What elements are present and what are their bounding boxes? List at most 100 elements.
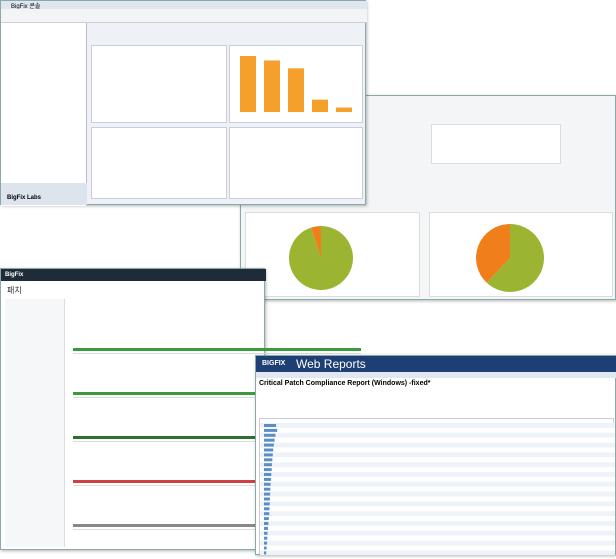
compliance-bar <box>264 448 274 452</box>
compliance-bar <box>264 453 273 457</box>
tree-footer: BigFix Labs <box>7 195 42 201</box>
bar-chart <box>240 56 352 112</box>
row-bg <box>260 423 615 428</box>
row-bg <box>260 437 615 443</box>
pie-panel <box>245 212 420 297</box>
compliance-bar <box>264 536 268 540</box>
compliance-bar <box>264 541 268 545</box>
compliance-bar <box>264 522 269 525</box>
brand: BIGFIX <box>262 360 286 367</box>
row-bg <box>260 550 615 556</box>
pie-slice <box>476 224 510 283</box>
row-bg <box>260 545 615 551</box>
row-bg <box>260 521 615 526</box>
row-bg <box>260 476 615 482</box>
page-title: 패치 <box>7 286 22 295</box>
compliance-bar <box>264 433 276 437</box>
progress-bar <box>73 436 361 439</box>
list-panel <box>91 127 227 199</box>
row-bg <box>260 491 615 497</box>
compliance-bar <box>264 531 268 535</box>
row-bg <box>260 530 615 536</box>
row-bg <box>260 540 615 546</box>
report-table <box>259 418 615 556</box>
compliance-bar <box>264 473 272 476</box>
bar <box>264 60 280 112</box>
compliance-bar <box>264 497 270 501</box>
bar <box>312 99 328 112</box>
row-bg <box>260 432 615 438</box>
compliance-bar <box>264 517 269 521</box>
row-bg <box>260 427 615 433</box>
row-bg <box>260 481 615 487</box>
row-bg <box>260 462 615 468</box>
report-title: Critical Patch Compliance Report (Window… <box>259 380 431 387</box>
compliance-bar <box>264 428 278 432</box>
compliance-bar <box>264 502 270 506</box>
summary-table <box>431 124 561 164</box>
tree-panel: BigFix Labs <box>1 23 87 206</box>
compliance-bar <box>264 443 274 447</box>
row-bg <box>260 447 615 453</box>
card-list <box>73 314 363 544</box>
info-panel <box>91 45 227 123</box>
row-bg <box>260 467 615 472</box>
nav <box>256 372 616 378</box>
row-bg <box>260 472 615 477</box>
patch-card <box>73 446 361 486</box>
toolbar <box>1 9 367 23</box>
pie-left <box>289 226 353 290</box>
compliance-bars <box>260 423 615 556</box>
filter-panel <box>5 299 65 547</box>
compliance-bar <box>264 463 272 467</box>
row-bg <box>260 496 615 502</box>
row-bg <box>260 452 615 458</box>
patch-card <box>73 402 361 442</box>
row-bg <box>260 442 615 448</box>
compliance-bar <box>264 551 267 555</box>
compliance-bar <box>264 526 268 530</box>
brand: BigFix <box>1 269 266 281</box>
pie-right <box>476 224 544 292</box>
pie-slice <box>486 224 544 292</box>
progress-bar <box>73 392 361 395</box>
compliance-bar <box>264 424 277 427</box>
chart-panel <box>229 45 363 123</box>
pie-slice <box>311 226 321 258</box>
patch-card <box>73 314 361 354</box>
patch-card <box>73 358 361 398</box>
row-bg <box>260 535 615 541</box>
bar <box>288 68 304 112</box>
progress-bar <box>73 524 361 527</box>
title-bar: BigFix 콘솔 <box>1 1 367 10</box>
patch-card <box>73 490 361 530</box>
progress-bar <box>73 480 361 483</box>
compliance-bar <box>264 477 272 481</box>
compliance-bar <box>264 487 271 491</box>
bar <box>336 107 352 112</box>
compliance-bar <box>264 438 275 442</box>
header: BIGFIX Web Reports <box>256 356 616 372</box>
product-name: Web Reports <box>296 357 366 371</box>
progress-bar <box>73 348 361 351</box>
row-bg <box>260 486 615 492</box>
console-window: BigFix 콘솔 BigFix Labs <box>0 0 367 206</box>
compliance-bar <box>264 507 270 511</box>
row-bg <box>260 506 615 512</box>
compliance-bar <box>264 512 270 516</box>
list-panel <box>229 127 363 199</box>
compliance-bar <box>264 546 267 550</box>
row-bg <box>260 501 615 507</box>
row-bg <box>260 457 615 463</box>
pie-panel <box>429 212 613 297</box>
row-bg <box>260 516 615 521</box>
compliance-bar <box>264 468 272 472</box>
patch-window: BigFix 패치 <box>0 268 361 550</box>
web-reports-window: BIGFIX Web Reports Critical Patch Compli… <box>255 355 616 556</box>
row-bg <box>260 525 615 531</box>
row-bg <box>260 511 615 517</box>
compliance-bar <box>264 458 273 462</box>
window-title: BigFix 콘솔 <box>11 4 41 10</box>
compliance-bar <box>264 482 271 486</box>
